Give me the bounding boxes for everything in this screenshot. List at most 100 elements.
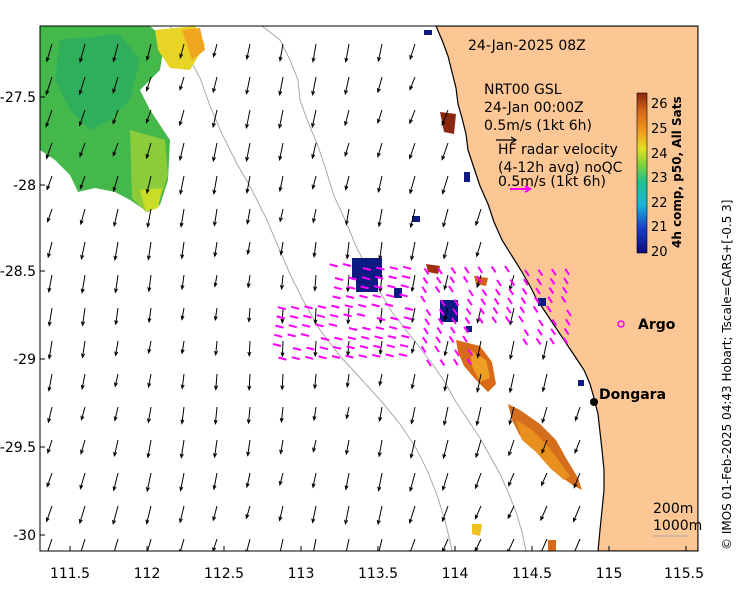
current-arrow (45, 142, 53, 160)
hf-radar-arrow (548, 287, 555, 295)
hf-radar-arrow (360, 335, 370, 340)
current-arrow (345, 241, 350, 260)
hf-radar-arrow (334, 277, 344, 281)
current-arrow (214, 340, 219, 357)
current-arrow (245, 76, 251, 96)
current-arrow (278, 175, 284, 193)
current-arrow (79, 175, 86, 190)
hf-radar-arrow (273, 333, 283, 338)
current-arrow (46, 208, 53, 223)
hf-radar-arrow (372, 294, 382, 299)
current-arrow (475, 208, 482, 227)
current-arrow (147, 274, 152, 293)
current-arrow (313, 307, 318, 325)
hf-radar-arrow (362, 267, 372, 271)
hf-radar-arrow (566, 309, 572, 317)
current-arrow (178, 109, 185, 127)
hf-radar-arrow (436, 327, 443, 335)
hf-radar-arrow (434, 285, 441, 293)
hf-radar-arrow (465, 307, 472, 315)
current-arrow (112, 505, 119, 526)
current-arrow (540, 472, 548, 487)
current-arrow (474, 538, 482, 551)
isobath-label-200m: 200m (653, 501, 693, 517)
hf-radar-arrow (289, 315, 299, 319)
hf-radar-arrow (422, 277, 429, 285)
current-arrow (80, 241, 86, 261)
hf-radar-arrow (375, 326, 385, 331)
hf-radar-arrow (287, 333, 296, 338)
hf-radar-arrow (384, 303, 394, 307)
current-arrow (313, 274, 318, 292)
current-arrow (81, 340, 86, 359)
current-arrow (475, 241, 482, 258)
hf-radar-arrow (509, 279, 516, 287)
current-arrow (377, 43, 383, 63)
hf-radar-arrow (462, 275, 469, 283)
current-arrow (410, 274, 416, 293)
current-arrow (246, 241, 251, 256)
current-arrow (79, 43, 86, 64)
current-arrow (246, 208, 251, 225)
current-arrow (147, 340, 152, 355)
hf-radar-arrow (448, 335, 455, 343)
current-arrow (378, 406, 383, 423)
current-arrow (180, 241, 185, 260)
current-arrow (180, 340, 185, 355)
hf-radar-arrow (467, 349, 474, 357)
hf-radar-arrow (437, 267, 443, 275)
x-tick-label: 114 (442, 566, 469, 582)
hf-radar-arrow (463, 326, 470, 334)
x-tick-label: 114.5 (512, 566, 552, 582)
current-arrow (410, 340, 416, 355)
hf-radar-arrow (272, 343, 282, 347)
hf-radar-arrow (532, 305, 539, 313)
current-arrow (179, 439, 185, 459)
hf-radar-arrow (492, 307, 499, 315)
current-arrow (410, 406, 416, 425)
current-arrow (279, 208, 284, 223)
current-arrow (377, 208, 383, 228)
credit-text: © IMOS 01-Feb-2025 04:43 Hobart; Tscale=… (720, 200, 734, 550)
current-arrow (79, 142, 86, 158)
hf-radar-arrow (388, 275, 397, 280)
hf-radar-arrow (342, 263, 352, 267)
current-arrow (377, 142, 383, 158)
hf-radar-arrow (329, 313, 339, 318)
current-arrow (147, 373, 152, 389)
current-arrow (442, 241, 449, 260)
hf-radar-arrow (361, 276, 371, 281)
current-arrow (573, 505, 581, 523)
hf-radar-arrow (466, 358, 473, 366)
hf-radar-arrow (450, 267, 457, 275)
sst-patch-warm (426, 112, 582, 551)
hf-radar-arrow (508, 288, 515, 296)
current-arrow (410, 373, 416, 390)
current-arrow (113, 208, 119, 228)
x-tick-label: 112.5 (204, 566, 244, 582)
hf-radar-arrow (346, 345, 355, 350)
current-arrow (344, 142, 350, 158)
current-arrow (179, 76, 185, 91)
current-arrow (508, 472, 515, 487)
hf-radar-arrow (448, 285, 454, 293)
hf-radar-arrow (563, 327, 570, 335)
current-arrow (113, 406, 119, 422)
colorbar-tick-label: 23 (651, 171, 668, 186)
current-arrow (344, 505, 350, 525)
hf-radar-arrow (434, 345, 440, 353)
hf-radar-arrow (564, 268, 571, 276)
dongara-marker (590, 398, 598, 406)
current-arrow (408, 142, 416, 160)
current-arrow (279, 406, 284, 424)
hf-radar-arrow (390, 316, 399, 321)
hf-radar-arrow (276, 315, 285, 320)
hf-radar-arrow (292, 347, 302, 351)
current-arrow (180, 307, 185, 321)
hf-radar-arrow (304, 305, 313, 310)
current-arrow (344, 109, 350, 127)
current-arrow (147, 406, 152, 424)
hf-radar-arrow (468, 289, 474, 297)
current-arrow (211, 109, 218, 129)
colorbar-tick-label: 24 (651, 147, 668, 162)
